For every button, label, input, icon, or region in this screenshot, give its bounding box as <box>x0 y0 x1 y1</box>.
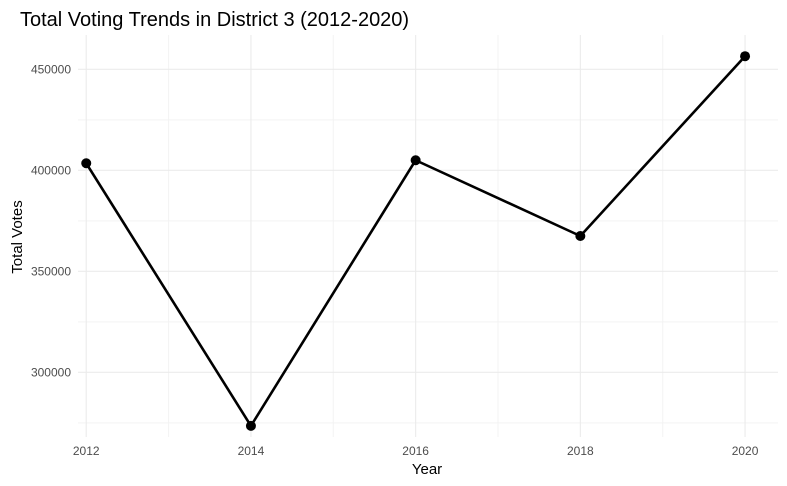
data-point <box>575 231 586 241</box>
tick-labels: 2012 2014 2016 2018 2020 300000 350000 400000 45… <box>31 62 759 458</box>
minor-gridlines <box>78 35 778 437</box>
series-layer <box>81 51 751 431</box>
y-tick-label: 450000 <box>31 62 71 76</box>
x-axis-title: Year <box>412 461 442 478</box>
major-gridlines <box>78 35 778 437</box>
data-point <box>81 158 92 169</box>
y-tick-label: 350000 <box>31 264 71 278</box>
x-tick-label: 2012 <box>73 444 100 458</box>
chart-title: Total Voting Trends in District 3 (2012-… <box>20 9 409 31</box>
data-point <box>245 420 256 431</box>
data-point <box>410 155 421 166</box>
x-tick-label: 2014 <box>238 444 265 458</box>
x-tick-label: 2020 <box>732 444 759 458</box>
data-point <box>740 51 751 62</box>
x-tick-label: 2016 <box>402 444 429 458</box>
y-axis-title: Total Votes <box>9 200 26 273</box>
y-tick-label: 400000 <box>31 163 71 177</box>
x-tick-label: 2018 <box>567 444 594 458</box>
y-tick-label: 300000 <box>31 365 71 379</box>
